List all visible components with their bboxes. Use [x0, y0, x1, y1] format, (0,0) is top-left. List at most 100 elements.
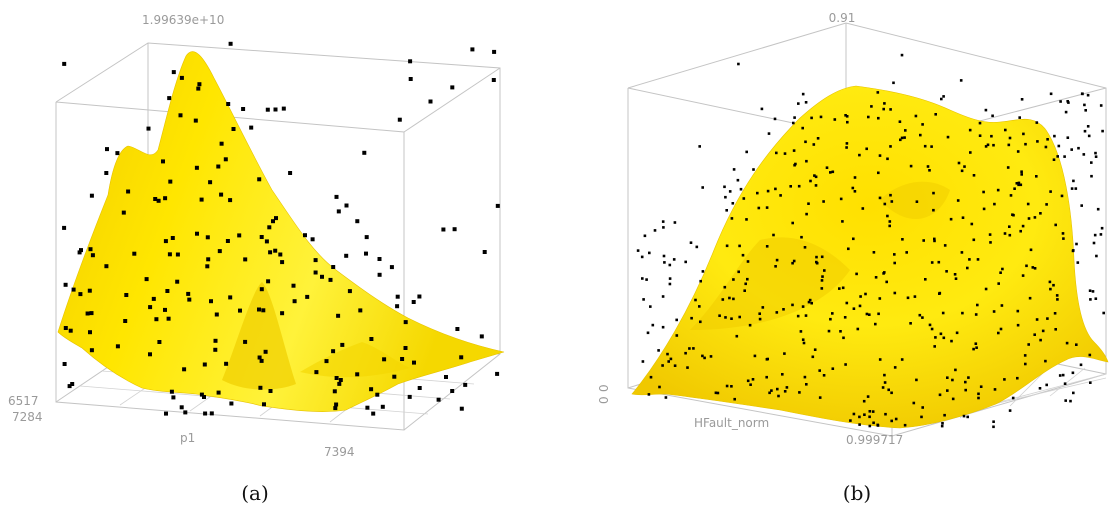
data-point [124, 293, 129, 297]
data-point [1019, 229, 1022, 233]
data-point [331, 349, 336, 354]
data-point [724, 195, 727, 199]
data-point [68, 328, 73, 333]
data-point [833, 118, 837, 121]
data-point [941, 422, 944, 425]
data-point [930, 145, 933, 148]
data-point [651, 323, 655, 327]
data-point [662, 226, 665, 229]
data-point [993, 202, 996, 206]
panel-b: 0.91 0 0 HFault_norm 0.999717 (b) [597, 11, 1109, 505]
data-point [1063, 155, 1066, 158]
data-point [1008, 136, 1012, 140]
data-point [163, 307, 167, 312]
data-point [648, 251, 651, 255]
data-point [67, 384, 72, 389]
data-point [313, 270, 318, 275]
data-point [945, 270, 948, 273]
data-point [757, 206, 761, 210]
data-point [646, 331, 650, 335]
data-point [701, 354, 704, 358]
data-point [661, 295, 665, 298]
data-point [337, 381, 342, 386]
data-point [921, 123, 924, 126]
data-point [194, 165, 199, 170]
data-point [148, 305, 153, 310]
data-point [226, 102, 231, 106]
data-point [938, 393, 942, 397]
data-point [668, 277, 672, 280]
data-point [675, 318, 678, 322]
data-point [259, 235, 264, 239]
data-point [845, 115, 849, 118]
data-point [800, 235, 803, 239]
data-point [801, 92, 805, 96]
data-point [151, 296, 156, 301]
data-point [725, 384, 729, 388]
data-point [62, 362, 67, 366]
data-point [1093, 233, 1097, 237]
data-point [904, 129, 907, 132]
data-point [921, 316, 924, 319]
data-point [641, 360, 645, 363]
data-point [886, 157, 889, 161]
data-point [661, 364, 664, 367]
data-point [888, 224, 891, 228]
data-point [725, 244, 729, 248]
data-point [495, 371, 500, 376]
data-point [933, 345, 936, 348]
data-point [941, 311, 945, 315]
data-point [455, 327, 460, 331]
data-point [748, 323, 752, 327]
data-point [733, 397, 736, 401]
data-point [165, 289, 170, 293]
data-point [820, 279, 824, 282]
data-point [868, 415, 871, 419]
data-point [982, 190, 985, 194]
data-point [892, 81, 895, 85]
data-point [966, 415, 969, 419]
data-point [974, 313, 978, 316]
data-point [868, 424, 872, 428]
data-point [893, 261, 896, 265]
data-point [203, 411, 208, 416]
data-point [1060, 194, 1064, 198]
data-point [921, 406, 924, 409]
data-point [205, 235, 210, 240]
data-point [819, 115, 823, 119]
data-point [213, 338, 218, 343]
data-point [417, 386, 422, 390]
data-point [969, 151, 972, 154]
data-point [667, 360, 670, 363]
data-point [953, 273, 957, 276]
data-point [649, 305, 652, 308]
data-point [1011, 396, 1015, 400]
data-point [933, 237, 936, 241]
data-point [768, 391, 771, 395]
data-point [964, 380, 967, 384]
data-point [686, 366, 689, 369]
data-point [332, 389, 337, 394]
data-point [940, 424, 944, 428]
data-point [1056, 155, 1059, 158]
data-point [731, 202, 735, 205]
data-point [845, 146, 848, 149]
data-point [1055, 294, 1059, 297]
data-point [939, 332, 943, 336]
data-point [77, 250, 82, 255]
data-point [791, 261, 794, 265]
data-point [938, 291, 942, 295]
data-point [89, 348, 94, 353]
data-point [801, 126, 804, 130]
data-point [933, 239, 936, 243]
data-point [903, 136, 906, 139]
data-point [258, 385, 263, 390]
data-point [751, 378, 755, 381]
data-point [1039, 212, 1042, 215]
data-point [883, 202, 887, 206]
data-point [334, 376, 339, 380]
data-point [1029, 248, 1033, 252]
data-point [380, 404, 385, 409]
data-point [1046, 138, 1049, 141]
data-point [909, 322, 912, 325]
